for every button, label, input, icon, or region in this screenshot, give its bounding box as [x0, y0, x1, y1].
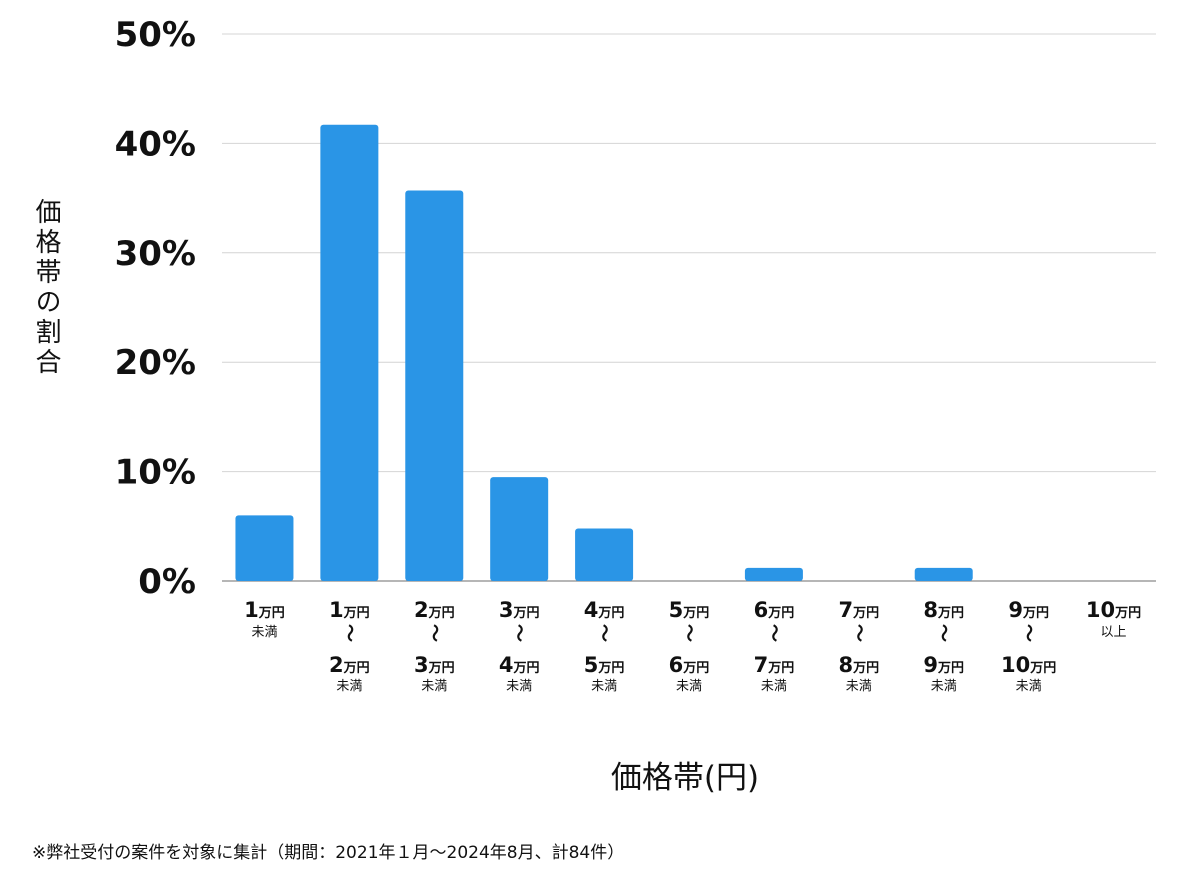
bar — [744, 567, 803, 581]
range-tilde: 〜 — [678, 624, 699, 642]
category-to: 6万円 — [669, 653, 710, 677]
category-from: 3万円 — [499, 598, 540, 622]
category-from: 7万円 — [838, 598, 879, 622]
y-tick-label: 10% — [115, 453, 196, 493]
bar — [235, 515, 294, 581]
bar — [320, 124, 379, 581]
category-from: 9万円 — [1008, 598, 1049, 622]
category-from: 10万円 — [1086, 598, 1141, 622]
x-axis-categories: 1万円未満1万円〜2万円未満2万円〜3万円未満3万円〜4万円未満4万円〜5万円未… — [244, 598, 1141, 694]
category-suffix: 未満 — [931, 679, 957, 694]
category-from: 8万円 — [923, 598, 964, 622]
category-suffix: 未満 — [676, 679, 702, 694]
category-suffix: 未満 — [846, 679, 872, 694]
range-tilde: 〜 — [593, 624, 614, 642]
category-to: 10万円 — [1001, 653, 1056, 677]
bar — [490, 477, 549, 581]
y-axis-ticks: 0% 10% 20% 30% 40% 50% — [115, 15, 196, 602]
category-suffix: 未満 — [251, 625, 277, 640]
footnote: ※弊社受付の案件を対象に集計（期間：2021年１月〜2024年8月、計84件） — [32, 843, 625, 863]
category-suffix: 未満 — [506, 679, 532, 694]
range-tilde: 〜 — [508, 624, 529, 642]
category-from: 5万円 — [669, 598, 710, 622]
bar — [405, 190, 464, 581]
range-tilde: 〜 — [848, 624, 869, 642]
category-suffix: 未満 — [1016, 679, 1042, 694]
category-to: 4万円 — [499, 653, 540, 677]
y-tick-label: 20% — [115, 343, 196, 383]
category-suffix: 未満 — [591, 679, 617, 694]
range-tilde: 〜 — [933, 624, 954, 642]
category-from: 4万円 — [584, 598, 625, 622]
range-tilde: 〜 — [338, 624, 359, 642]
category-to: 5万円 — [584, 653, 625, 677]
bar-chart: 0%10%20%30%40%50% 1万円未満1万円〜2万円未満2万円〜3万円未… — [115, 15, 1156, 694]
category-suffix: 未満 — [336, 679, 362, 694]
category-suffix: 未満 — [761, 679, 787, 694]
category-from: 1万円 — [244, 598, 285, 622]
category-to: 7万円 — [754, 653, 795, 677]
range-tilde: 〜 — [763, 624, 784, 642]
category-to: 2万円 — [329, 653, 370, 677]
category-to: 8万円 — [838, 653, 879, 677]
category-suffix: 以上 — [1101, 625, 1127, 640]
category-to: 3万円 — [414, 653, 455, 677]
category-from: 6万円 — [754, 598, 795, 622]
y-axis-label: 価格帯の割合 — [31, 198, 61, 378]
x-axis-label: 価格帯(円) — [610, 760, 760, 796]
range-tilde: 〜 — [1018, 624, 1039, 642]
category-from: 2万円 — [414, 598, 455, 622]
y-tick-label: 40% — [115, 124, 196, 164]
bars — [235, 124, 973, 581]
range-tilde: 〜 — [423, 624, 444, 642]
bar — [575, 528, 634, 581]
category-suffix: 未満 — [421, 679, 447, 694]
category-from: 1万円 — [329, 598, 370, 622]
y-tick-label: 50% — [115, 15, 196, 55]
category-to: 9万円 — [923, 653, 964, 677]
bar — [914, 567, 973, 581]
y-tick-label: 0% — [138, 562, 196, 602]
y-tick-label: 30% — [115, 234, 196, 274]
